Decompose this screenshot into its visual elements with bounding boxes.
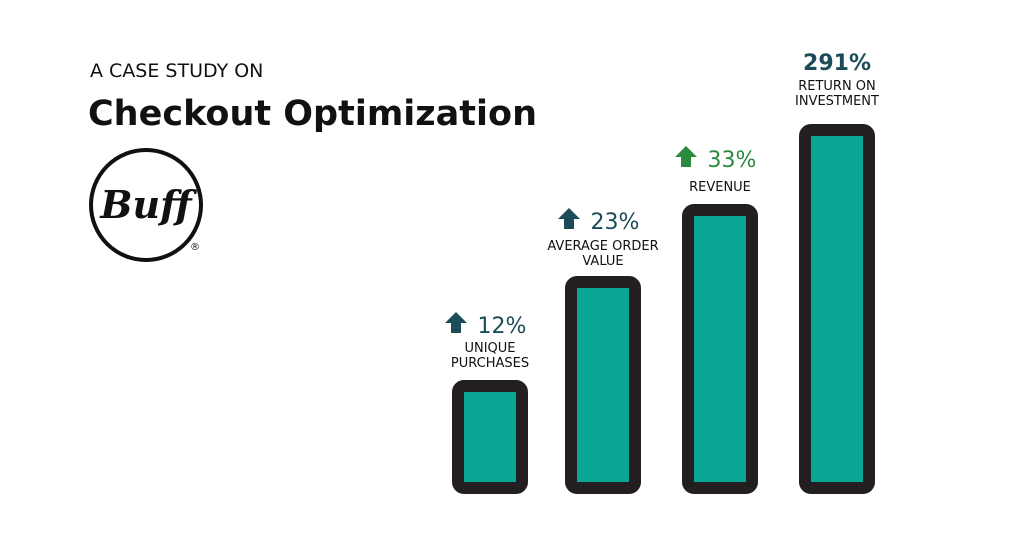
logo-mark: ®: [190, 242, 200, 253]
stat-value: 291%: [803, 51, 871, 76]
stat-label: AVERAGE ORDER: [547, 239, 658, 254]
stat-value: 33%: [708, 148, 757, 173]
title: Checkout Optimization: [88, 94, 537, 134]
stat-label: UNIQUE: [464, 341, 515, 356]
bar: [565, 276, 641, 494]
bar: [452, 380, 528, 494]
stat-label: VALUE: [582, 254, 623, 269]
stat-label: RETURN ON: [798, 79, 876, 94]
stat-value: 23%: [591, 210, 640, 235]
up-arrow: [445, 312, 467, 333]
stat-label: REVENUE: [689, 180, 751, 195]
stat-label: PURCHASES: [451, 356, 529, 371]
logo: Buff ®: [89, 148, 203, 262]
bar: [799, 124, 875, 494]
bar: [682, 204, 758, 494]
logo-text: Buff: [99, 182, 197, 227]
stat-label: INVESTMENT: [795, 94, 879, 109]
kicker: A CASE STUDY ON: [90, 60, 263, 82]
up-arrow: [558, 208, 580, 229]
logo-ring: [89, 148, 203, 262]
up-arrow: [675, 146, 697, 167]
stat-value: 12%: [478, 314, 527, 339]
